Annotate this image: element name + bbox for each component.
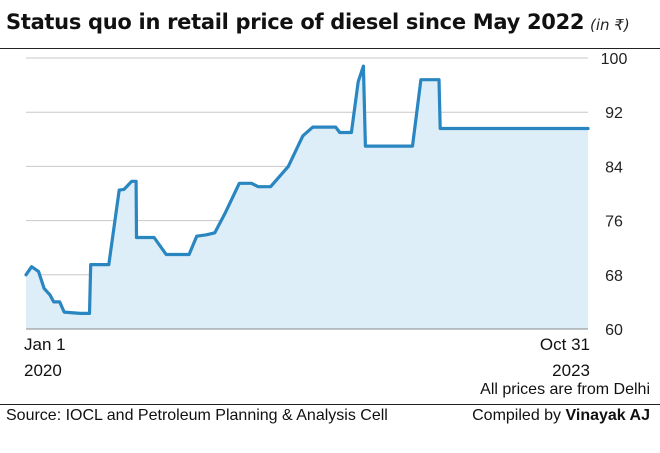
chart-title: Status quo in retail price of diesel sin…	[6, 10, 585, 34]
y-tick-label-76: 76	[605, 214, 623, 231]
source-text: Source: IOCL and Petroleum Planning & An…	[6, 407, 388, 424]
bottom-rule	[0, 404, 660, 405]
y-axis-ticks: 60 68 76 84 92 100	[601, 51, 628, 339]
y-tick-label-92: 92	[605, 105, 623, 122]
y-tick-label-100: 100	[601, 51, 628, 68]
x-tick-label-start-year: 2020	[24, 361, 62, 380]
x-tick-label-start: Jan 1 2020	[24, 332, 66, 384]
top-rule	[0, 48, 660, 49]
y-tick-label-84: 84	[605, 159, 623, 176]
x-tick-label-start-date: Jan 1	[24, 335, 66, 354]
credit-prefix: Compiled by	[472, 407, 566, 424]
area-fill	[26, 66, 588, 329]
credit-name: Vinayak AJ	[565, 407, 651, 424]
unit-label: (in ₹)	[590, 16, 630, 34]
y-tick-label-68: 68	[605, 268, 623, 285]
footnote: All prices are from Delhi	[480, 381, 650, 398]
credit-text: Compiled by Vinayak AJ	[472, 407, 650, 425]
series-line-diesel-price	[24, 64, 590, 315]
y-tick-label-60: 60	[605, 322, 623, 339]
x-tick-label-end-date: Oct 31	[539, 335, 590, 354]
x-tick-label-end: Oct 31 2023	[540, 332, 590, 384]
x-tick-label-end-year: 2023	[552, 361, 590, 380]
